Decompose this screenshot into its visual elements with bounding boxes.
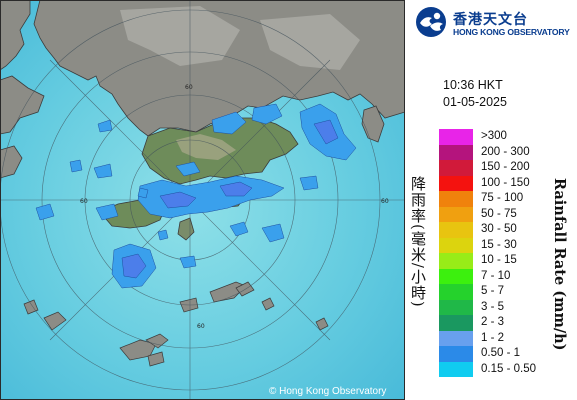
legend-label: 0.50 - 1 — [481, 347, 520, 359]
west-coast-land — [0, 75, 45, 135]
legend-row: 200 - 300 — [439, 144, 577, 160]
ring-label-east: 60 — [381, 198, 389, 205]
legend-label: 75 - 100 — [481, 192, 524, 204]
legend-row: 2 - 3 — [439, 315, 577, 331]
legend-label: 15 - 30 — [481, 238, 517, 251]
legend-swatch — [439, 144, 473, 160]
legend-label: 7 - 10 — [481, 269, 511, 282]
legend-swatch — [439, 268, 473, 284]
hko-logo: 香港天文台 HONG KONG OBSERVATORY — [415, 6, 575, 38]
legend-swatch — [439, 284, 473, 300]
legend-swatch — [439, 191, 473, 207]
legend-row: 75 - 100 — [439, 191, 577, 207]
legend-row: 7 - 10 — [439, 268, 577, 284]
radar-map[interactable]: 60 60 60 60 — [0, 0, 405, 400]
legend-swatch — [439, 330, 473, 346]
legend-row: 15 - 30 — [439, 237, 577, 253]
legend-swatch — [439, 206, 473, 222]
legend-swatch — [439, 129, 473, 145]
legend-label: 30 - 50 — [481, 223, 517, 235]
observation-time: 10:36 HKT — [443, 78, 503, 92]
legend-swatch — [439, 315, 473, 331]
ring-label-west: 60 — [80, 198, 88, 205]
legend-row: 0.15 - 0.50 — [439, 361, 577, 377]
outlying-islands — [23, 281, 329, 367]
legend-label: 1 - 2 — [481, 331, 505, 344]
org-name-cn: 香港天文台 — [453, 12, 528, 28]
legend-title-cn: 降雨率(毫米/小時) — [409, 176, 427, 308]
ring-labels: 60 60 60 60 — [80, 84, 389, 330]
hk-highlands — [176, 134, 236, 160]
legend-row: 1 - 2 — [439, 330, 577, 346]
copyright-text: © Hong Kong Observatory — [269, 386, 386, 397]
legend-swatch — [439, 361, 473, 377]
mainland-texture — [120, 6, 360, 70]
legend-row: 0.50 - 1 — [439, 346, 577, 362]
legend-row: 150 - 200 — [439, 160, 577, 176]
hko-emblem-icon — [416, 7, 446, 37]
org-name-en: HONG KONG OBSERVATORY — [453, 27, 570, 37]
rain-echoes — [35, 103, 357, 289]
legend-swatch — [439, 346, 473, 362]
ring-label-south: 60 — [197, 323, 205, 330]
legend-panel: 香港天文台 HONG KONG OBSERVATORY 10:36 HKT 01… — [405, 0, 577, 400]
legend-label: >300 — [481, 130, 507, 142]
legend-swatch — [439, 175, 473, 191]
legend-label: 200 - 300 — [481, 145, 530, 158]
legend-row: 100 - 150 — [439, 175, 577, 191]
legend-swatch — [439, 299, 473, 315]
legend-title-en: Rainfall Rate (mm/h) — [551, 178, 568, 351]
legend-row: 50 - 75 — [439, 206, 577, 222]
legend-label: 10 - 15 — [481, 254, 517, 266]
legend-swatch — [439, 222, 473, 238]
legend-swatch — [439, 237, 473, 253]
legend-row: 10 - 15 — [439, 253, 577, 269]
legend-label: 100 - 150 — [481, 176, 530, 189]
legend-swatch — [439, 253, 473, 269]
legend-label: 2 - 3 — [481, 316, 505, 328]
western-land — [0, 0, 31, 71]
legend-swatch — [439, 160, 473, 176]
observation-date: 01-05-2025 — [443, 95, 507, 109]
legend-row: 5 - 7 — [439, 284, 577, 300]
legend-label: 3 - 5 — [481, 300, 505, 313]
rainfall-legend: >300 200 - 300 150 - 200 100 - 150 75 - 100 5… — [439, 129, 577, 377]
legend-label: 5 - 7 — [481, 285, 505, 297]
legend-row: 30 - 50 — [439, 222, 577, 238]
legend-row: 3 - 5 — [439, 299, 577, 315]
legend-label: 150 - 200 — [481, 161, 530, 173]
legend-label: 50 - 75 — [481, 207, 517, 220]
ring-label-north: 60 — [185, 84, 193, 91]
legend-label: 0.15 - 0.50 — [481, 362, 536, 375]
legend-row: >300 — [439, 129, 577, 145]
